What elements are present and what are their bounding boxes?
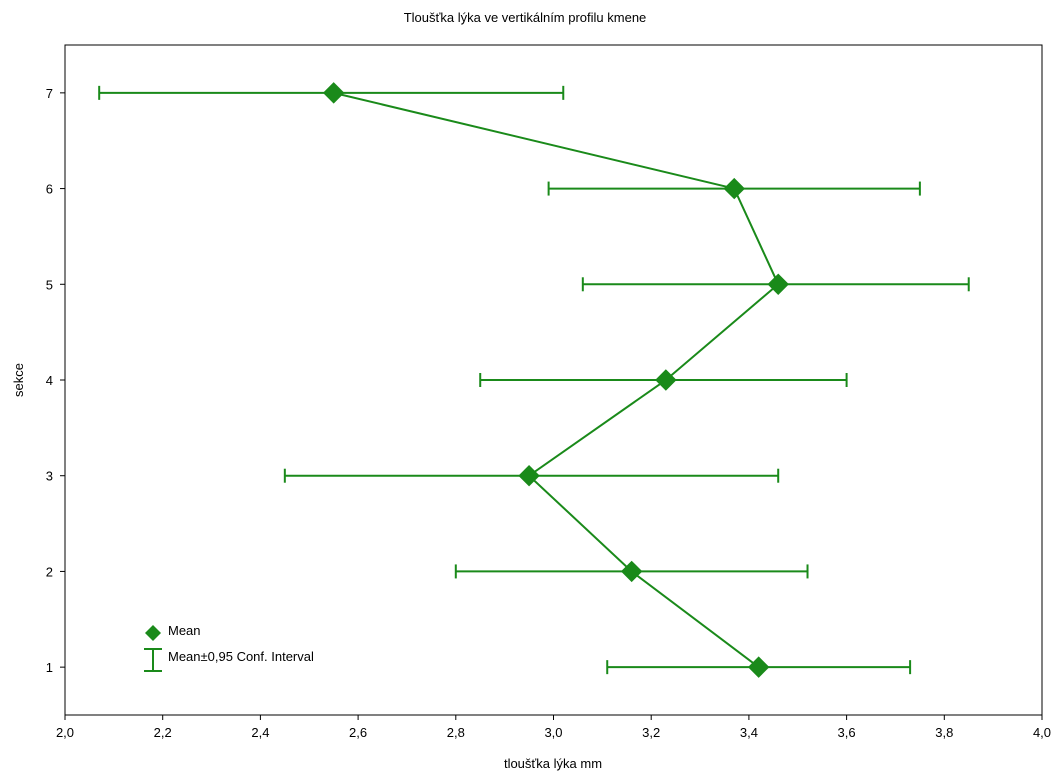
legend-mean-marker — [145, 625, 161, 641]
mean-marker — [620, 560, 643, 583]
mean-marker — [655, 369, 677, 391]
chart-title: Tloušťka lýka ve vertikálním profilu kme… — [404, 10, 647, 25]
mean-marker — [518, 465, 540, 487]
x-tick-label: 2,6 — [349, 725, 367, 740]
mean-marker — [767, 273, 789, 295]
mean-marker — [322, 82, 345, 104]
y-tick-label: 3 — [46, 469, 53, 484]
legend-interval-marker — [144, 648, 162, 672]
mean-markers — [322, 82, 789, 678]
y-tick-label: 1 — [46, 660, 53, 675]
mean-marker — [747, 656, 770, 678]
y-tick-label: 4 — [46, 373, 53, 388]
y-tick-label: 6 — [46, 182, 53, 197]
x-tick-label: 3,2 — [642, 725, 660, 740]
x-tick-label: 3,8 — [935, 725, 953, 740]
legend-mean-label: Mean — [168, 623, 201, 638]
y-axis-title: sekce — [11, 363, 26, 397]
confidence-intervals — [98, 85, 970, 675]
x-tick-label: 3,0 — [544, 725, 562, 740]
mean-marker — [723, 177, 745, 200]
x-tick-label: 2,2 — [154, 725, 172, 740]
x-tick-label: 4,0 — [1033, 725, 1051, 740]
legend: Mean Mean±0,95 Conf. Interval — [144, 623, 314, 672]
legend-interval-label: Mean±0,95 Conf. Interval — [168, 649, 314, 664]
x-axis-title: tloušťka lýka mm — [504, 756, 602, 771]
x-tick-label: 2,4 — [251, 725, 269, 740]
y-tick-label: 7 — [46, 86, 53, 101]
axis-ticks: 2,0 2,2 2,4 2,6 2,8 3,0 3,2 3,4 3,6 3,8 4,0 1 2 3 4 5 6 7 — [46, 86, 1051, 740]
y-tick-label: 5 — [46, 277, 53, 292]
x-tick-label: 2,8 — [447, 725, 465, 740]
x-tick-label: 3,6 — [838, 725, 856, 740]
y-tick-label: 2 — [46, 564, 53, 579]
x-tick-label: 3,4 — [740, 725, 758, 740]
x-tick-label: 2,0 — [56, 725, 74, 740]
